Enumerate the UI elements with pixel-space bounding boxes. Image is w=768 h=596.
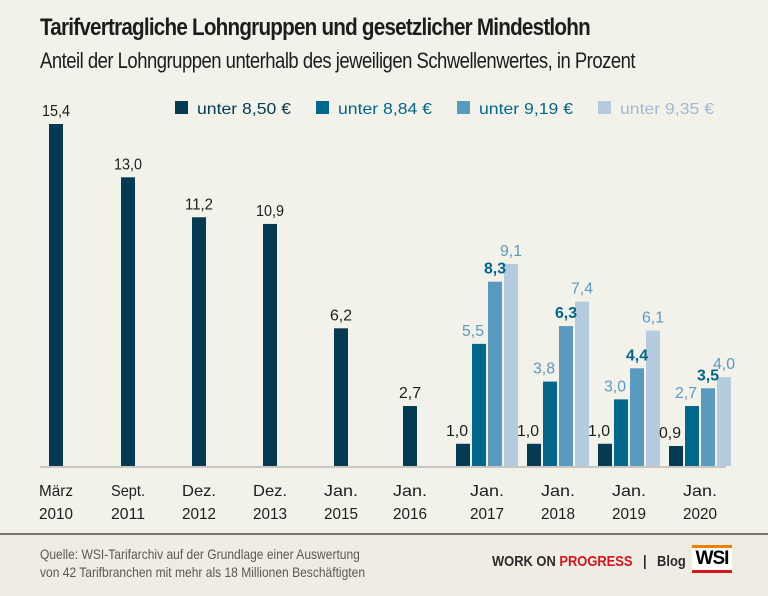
value-label-4-10: 4,0: [713, 356, 735, 373]
x-tick-label-10-2: 2020: [683, 506, 717, 523]
x-tick-label-6-2: 2016: [393, 506, 427, 523]
x-tick-label-9-1: Jan.: [612, 483, 646, 500]
value-label-3-8: 6,3: [555, 305, 577, 322]
x-tick-label-5-1: Jan.: [324, 483, 358, 500]
source-line-1: Quelle: WSI-Tarifarchiv auf der Grundlag…: [40, 546, 360, 562]
value-label-3-9: 4,4: [626, 347, 648, 364]
value-label-1-3: 11,2: [185, 196, 213, 213]
legend-swatch-1: [175, 101, 188, 114]
brand-blog: Blog: [657, 553, 686, 570]
bar-1-9: [598, 443, 612, 466]
footer-divider: [0, 533, 768, 535]
x-tick-label-3-2: 2012: [182, 506, 216, 523]
legend-label-1: unter 8,50 €: [197, 101, 291, 118]
bar-1-4: [263, 223, 277, 466]
bar-4-7: [504, 263, 518, 466]
bars: [49, 124, 731, 466]
legend-label-2: unter 8,84 €: [338, 101, 432, 118]
bar-1-5: [334, 328, 348, 466]
value-label-4-8: 7,4: [571, 281, 593, 298]
chart-title: Tarifvertragliche Lohngruppen und gesetz…: [40, 14, 591, 41]
bar-4-10: [717, 377, 731, 466]
x-tick-label-3-1: Dez.: [182, 483, 216, 500]
bar-2-10: [685, 406, 699, 466]
bar-3-9: [630, 368, 644, 466]
brand-work-on: WORK ON: [492, 553, 556, 570]
x-tick-label-1-1: März: [39, 483, 73, 500]
value-label-1-2: 13,0: [114, 156, 142, 173]
x-tick-label-2-2: 2011: [111, 506, 145, 523]
x-tick-labels: März 2010 Sept. 2011 Dez. 2012 Dez. 2013 Jan. 201…: [39, 483, 717, 523]
x-tick-label-5-2: 2015: [324, 506, 358, 523]
x-tick-label-4-1: Dez.: [253, 483, 287, 500]
bar-1-3: [192, 217, 206, 466]
source-line-2: von 42 Tarifbranchen mit mehr als 18 Mil…: [40, 564, 366, 580]
legend-swatch-2: [316, 101, 329, 114]
bar-1-7: [456, 443, 470, 466]
value-label-1-1: 15,4: [42, 103, 70, 120]
bar-2-7: [472, 343, 486, 466]
value-label-1-10: 0,9: [659, 425, 681, 442]
bar-1-10: [669, 446, 683, 466]
source-note: Quelle: WSI-Tarifarchiv auf der Grundlag…: [40, 545, 365, 581]
value-label-1-5: 6,2: [330, 307, 352, 324]
value-label-4-9: 6,1: [642, 310, 664, 327]
x-tick-label-10-1: Jan.: [683, 483, 717, 500]
value-label-1-9: 1,0: [588, 423, 610, 440]
bar-2-8: [543, 381, 557, 466]
bar-4-8: [575, 301, 589, 466]
footer: [0, 535, 768, 596]
bar-1-1: [49, 124, 63, 466]
value-label-3-10: 3,5: [697, 367, 719, 384]
bar-chart: unter 8,50 € unter 8,84 € unter 9,19 € unte…: [39, 101, 735, 523]
value-label-2-9: 3,0: [604, 378, 626, 395]
x-tick-label-1-2: 2010: [39, 506, 73, 523]
value-label-2-10: 2,7: [675, 385, 697, 402]
x-tick-label-7-1: Jan.: [470, 483, 504, 500]
legend-swatch-4: [598, 101, 611, 114]
x-tick-label-4-2: 2013: [253, 506, 287, 523]
legend-label-3: unter 9,19 €: [479, 101, 573, 118]
bar-4-9: [646, 330, 660, 466]
value-label-1-8: 1,0: [517, 423, 539, 440]
brand-separator: |: [642, 553, 647, 570]
x-tick-label-2-1: Sept.: [111, 483, 145, 500]
value-label-1-4: 10,9: [256, 203, 284, 220]
value-label-2-7: 5,5: [462, 323, 484, 340]
bar-1-8: [527, 443, 541, 466]
x-tick-label-7-2: 2017: [470, 506, 504, 523]
bar-1-2: [121, 177, 135, 466]
x-tick-label-8-1: Jan.: [541, 483, 575, 500]
bar-3-7: [488, 281, 502, 466]
x-tick-label-9-2: 2019: [612, 506, 646, 523]
value-label-1-7: 1,0: [446, 423, 468, 440]
x-tick-label-6-1: Jan.: [393, 483, 427, 500]
brand-progress: PROGRESS: [559, 553, 633, 570]
bar-3-10: [701, 388, 715, 466]
value-labels: 15,4 13,0 11,2 10,9 6,2 2,7 1,0 5,5 8,39,1 1,0 3,8…: [42, 103, 735, 442]
x-tick-label-8-2: 2018: [541, 506, 575, 523]
value-label-3-7: 8,3: [484, 261, 506, 278]
value-label-1-6: 2,7: [399, 385, 421, 402]
bar-1-6: [403, 406, 417, 466]
chart-subtitle: Anteil der Lohngruppen unterhalb des jew…: [40, 48, 636, 73]
legend: unter 8,50 € unter 8,84 € unter 9,19 € unte…: [175, 101, 714, 118]
value-label-4-7: 9,1: [500, 243, 522, 260]
value-label-2-8: 3,8: [533, 361, 555, 378]
legend-label-4: unter 9,35 €: [620, 101, 714, 118]
bar-2-9: [614, 399, 628, 466]
wsi-logo[interactable]: WSI: [692, 545, 732, 573]
bar-3-8: [559, 326, 573, 466]
legend-swatch-3: [457, 101, 470, 114]
blog-brand[interactable]: WORK ON PROGRESS | Blog: [492, 553, 686, 570]
